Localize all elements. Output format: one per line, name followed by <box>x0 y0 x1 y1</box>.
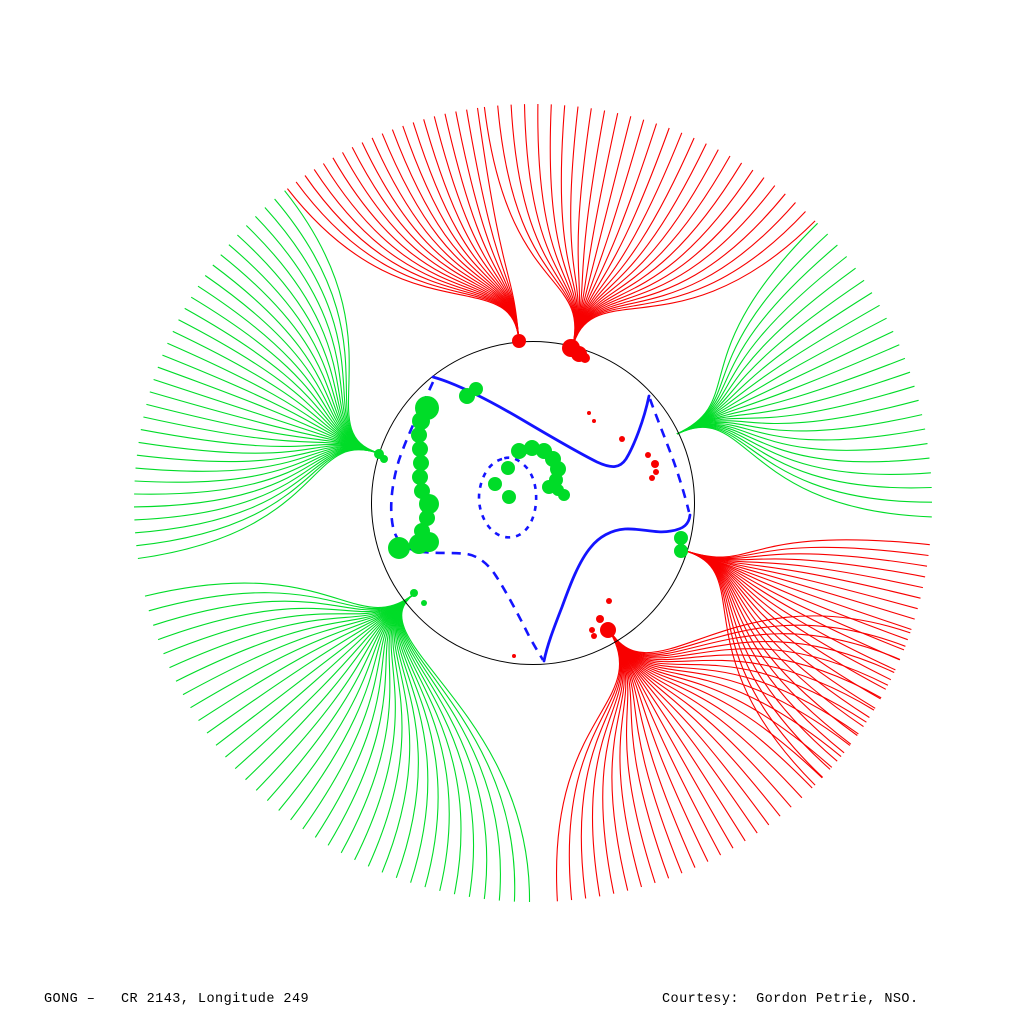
negative-flux-spot <box>649 475 655 481</box>
positive-flux-spot <box>419 532 439 552</box>
field-line-bundle-green-east <box>676 222 933 518</box>
field-line <box>212 264 379 454</box>
field-line <box>676 330 894 435</box>
field-line <box>274 198 379 454</box>
field-line <box>400 593 516 902</box>
plot-title: GONG – CR 2143, Longitude 249 <box>44 992 310 1007</box>
field-line <box>571 149 719 350</box>
field-line <box>571 185 776 350</box>
field-line-bundle-red-east <box>685 539 930 786</box>
field-line <box>351 147 520 342</box>
field-line <box>580 627 622 899</box>
field-line <box>685 546 929 559</box>
field-line <box>401 593 531 903</box>
field-line <box>607 627 842 758</box>
neutral-line-dashed <box>648 398 691 513</box>
credit-label: Courtesy: Gordon Petrie, NSO. <box>662 992 919 1007</box>
field-line-bundle-red-north-east <box>483 103 816 350</box>
positive-flux-spot <box>412 469 428 485</box>
positive-flux-spot <box>411 427 427 443</box>
field-line-bundle-green-west-lower <box>144 582 531 903</box>
field-line <box>134 448 379 521</box>
negative-flux-spot <box>587 411 591 415</box>
positive-flux-spot <box>419 510 435 526</box>
field-line <box>144 582 415 609</box>
field-line <box>571 169 754 350</box>
neutral-line-solid <box>542 513 692 663</box>
field-line <box>676 256 848 435</box>
field-line <box>371 137 520 342</box>
positive-flux-spot <box>502 490 516 504</box>
positive-flux-spot <box>550 461 566 477</box>
negative-flux-spot <box>592 419 596 423</box>
field-line <box>399 593 475 897</box>
field-line <box>676 426 932 518</box>
field-line <box>676 425 932 489</box>
negative-flux-spot <box>591 633 597 639</box>
neutral-line-solid <box>431 375 651 468</box>
positive-flux-spot <box>511 443 527 459</box>
field-line <box>510 104 576 350</box>
field-line <box>571 202 796 350</box>
positive-flux-spot <box>413 455 429 471</box>
negative-flux-spot <box>651 460 659 468</box>
neutral-line-dashed <box>389 381 545 661</box>
field-line <box>571 177 765 350</box>
positive-flux-spot <box>419 494 439 514</box>
positive-flux-spot <box>674 531 688 545</box>
field-line <box>555 627 620 902</box>
field-line-bundle-red-south <box>555 615 911 902</box>
field-line <box>137 449 379 560</box>
positive-flux-spot <box>469 382 483 396</box>
negative-flux-spot <box>512 334 526 348</box>
negative-flux-spot <box>596 615 604 623</box>
field-line <box>169 593 415 669</box>
negative-flux-spot <box>619 436 625 442</box>
field-line <box>676 244 838 435</box>
solar-disk-limb <box>371 341 695 665</box>
field-line <box>215 593 415 746</box>
field-line <box>402 125 520 342</box>
positive-flux-spot <box>410 589 418 597</box>
negative-flux-spot <box>600 622 616 638</box>
field-line <box>685 539 930 558</box>
field-line <box>134 447 379 495</box>
field-line <box>286 188 520 342</box>
field-line <box>220 254 379 454</box>
field-line <box>676 425 931 475</box>
field-line <box>571 211 806 350</box>
negative-flux-spot <box>653 469 659 475</box>
field-line <box>483 106 576 350</box>
field-line <box>400 593 501 901</box>
positive-flux-spot <box>380 455 388 463</box>
positive-flux-spot <box>388 537 410 559</box>
positive-flux-spot <box>524 440 540 456</box>
field-line-bundle-green-west-upper <box>133 190 379 560</box>
positive-flux-spot <box>558 489 570 501</box>
negative-flux-spot <box>512 654 516 658</box>
field-line-bundle-red-north-west <box>286 107 520 342</box>
negative-flux-spot <box>606 598 612 604</box>
positive-flux-spot <box>501 461 515 475</box>
negative-flux-spot <box>589 627 595 633</box>
negative-flux-spot <box>580 353 590 363</box>
field-line <box>204 275 379 454</box>
positive-flux-spot <box>421 600 427 606</box>
positive-flux-spot <box>674 544 688 558</box>
negative-flux-spot <box>645 452 651 458</box>
field-line <box>571 220 816 350</box>
neutral-line-dashed <box>477 456 538 539</box>
positive-flux-spot <box>488 477 502 491</box>
positive-flux-spot <box>412 441 428 457</box>
positive-flux-spot <box>412 412 430 430</box>
